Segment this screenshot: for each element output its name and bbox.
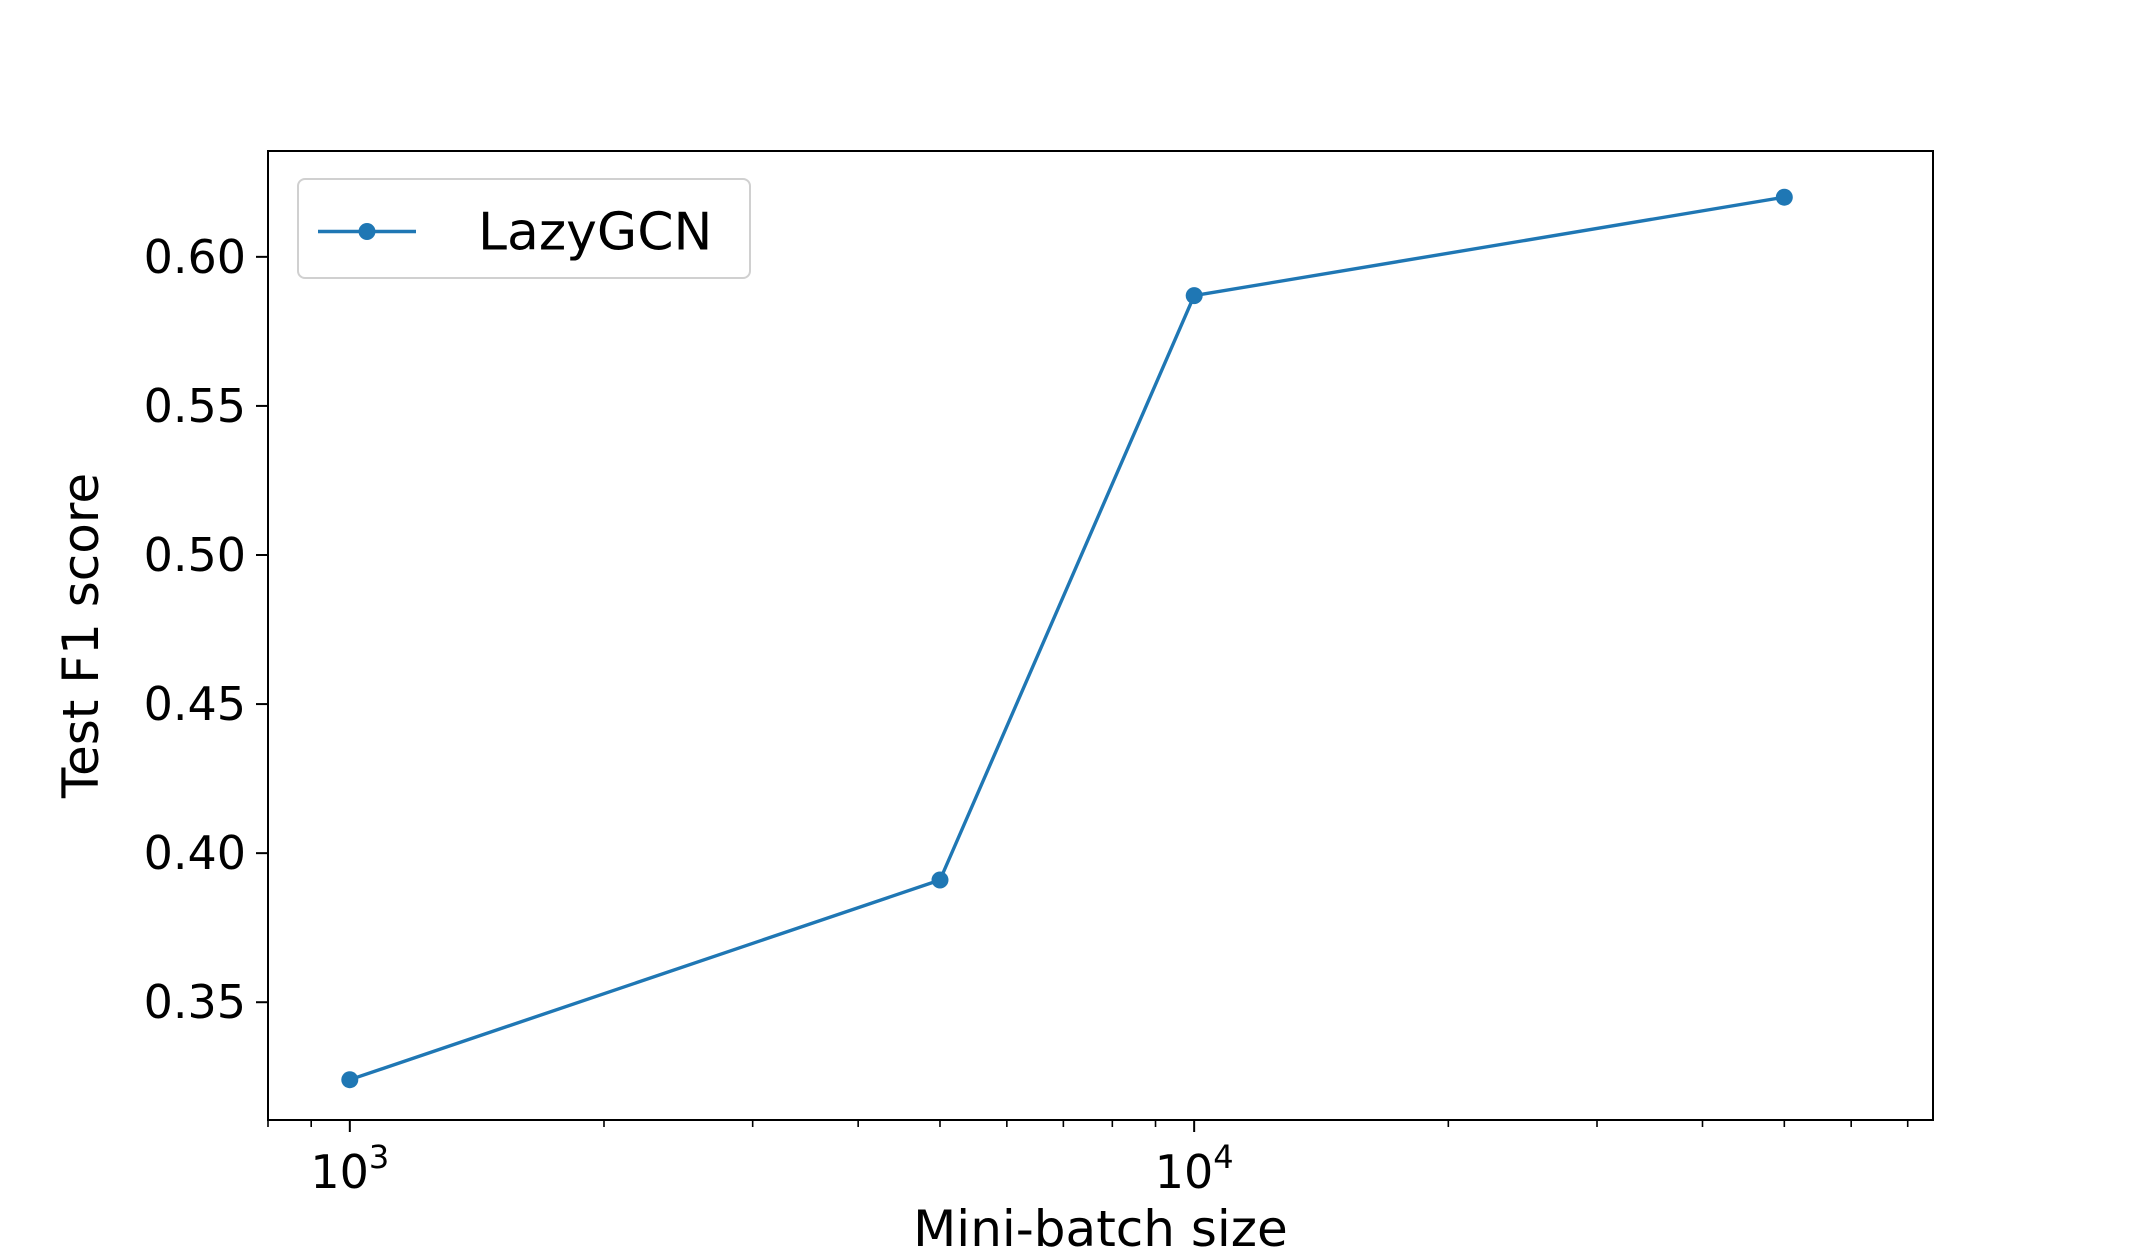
plot-area [268,151,1933,1120]
plot-background [268,151,1933,1120]
data-point [1185,287,1203,305]
axes: 0.35 0.40 0.45 0.50 0.55 0.60 103 104Mini-batch… [52,150,1934,1250]
legend-box [297,178,751,279]
x-tick-label: 103 [310,1138,389,1199]
series-line-0 [349,195,1785,1082]
legend-marker [358,223,376,240]
y-axis-label: Test F1 score [52,473,110,799]
y-tick-label: 0.50 [144,528,246,582]
legend-label: LazyGCN [478,203,712,263]
y-tick-label: 0.45 [144,677,246,731]
data-point [1775,188,1793,206]
y-tick-label: 0.40 [144,826,246,880]
plot-frame [267,150,1934,1121]
y-tick-label: 0.60 [144,230,246,284]
x-axis-label: Mini-batch size [913,1200,1288,1250]
data-point [931,871,949,889]
legend: LazyGCN [297,178,751,279]
series-layer [341,188,1793,1089]
x-tick-label: 104 [1155,1138,1234,1199]
y-tick-label: 0.35 [144,975,246,1029]
y-tick-label: 0.55 [144,379,246,433]
data-point [341,1071,359,1089]
